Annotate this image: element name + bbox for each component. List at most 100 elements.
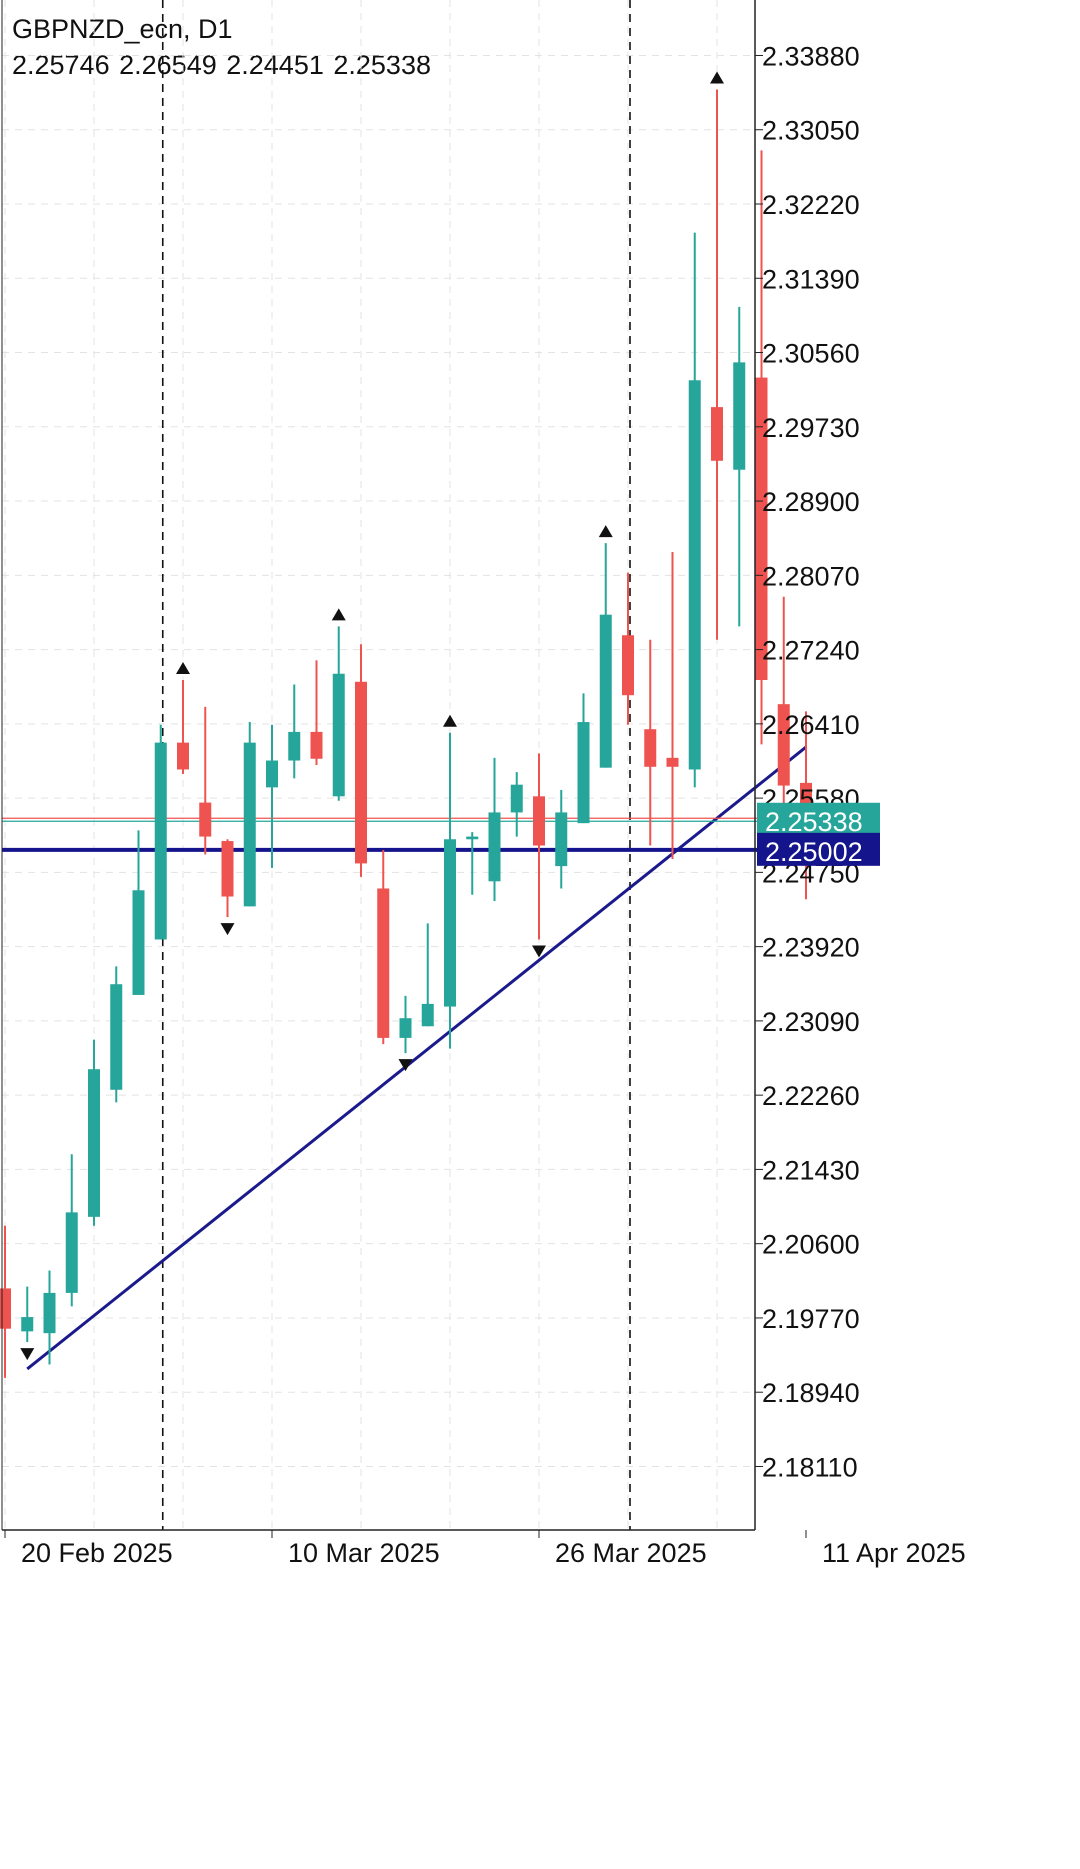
current-price-label: 2.25338: [765, 807, 863, 837]
candle-body: [711, 407, 723, 461]
candle-body: [154, 742, 167, 940]
candle: [711, 89, 723, 640]
fractal-down-icon: [532, 945, 546, 958]
y-tick-label: 2.19770: [762, 1304, 860, 1334]
y-tick-label: 2.18110: [762, 1452, 858, 1482]
candle-body: [510, 784, 523, 813]
y-tick-label: 2.29730: [762, 413, 860, 443]
axes: 2.33880 2.33050 2.32220 2.31390 2.30560 2.297…: [1, 0, 966, 1568]
y-tick-label: 2.28900: [762, 487, 860, 517]
period-separators: [161, 0, 631, 1530]
candle: [110, 966, 123, 1103]
candle: [43, 1270, 56, 1365]
candle-body: [533, 796, 545, 846]
candle: [21, 1286, 34, 1343]
candle: [243, 722, 256, 907]
y-tick-label: 2.32220: [762, 190, 860, 220]
chart-title: GBPNZD_ecn, D1: [12, 14, 233, 44]
y-tick-label: 2.27240: [762, 636, 860, 666]
fractal-up-icon: [331, 608, 346, 621]
candle: [199, 706, 212, 855]
candle-body: [266, 760, 278, 788]
x-tick-label: 10 Mar 2025: [288, 1538, 440, 1568]
candle: [555, 790, 568, 889]
y-tick-label: 2.22260: [762, 1081, 860, 1111]
candle: [733, 306, 746, 627]
candle-body: [199, 802, 212, 837]
candle-body: [444, 839, 456, 1007]
level-price-badge: [757, 832, 880, 866]
candle-body: [332, 673, 345, 797]
fractal-up-icon: [598, 525, 613, 538]
candle: [399, 995, 412, 1054]
candle: [0, 1225, 11, 1378]
candle-body: [355, 681, 367, 864]
candle-body: [221, 841, 234, 897]
candle-body: [622, 635, 634, 696]
y-tick-label: 2.30560: [762, 339, 860, 369]
candle-body: [421, 1003, 434, 1027]
y-tick-label: 2.23090: [762, 1007, 860, 1037]
fractal-down-icon: [220, 923, 235, 936]
candle-body: [177, 742, 189, 770]
candle-body: [555, 812, 568, 867]
candle-body: [755, 377, 768, 680]
candle-body: [599, 614, 612, 768]
candle-body: [43, 1292, 56, 1334]
candle: [577, 693, 590, 824]
candle: [488, 757, 501, 901]
candle: [444, 732, 456, 1049]
candle: [266, 724, 278, 868]
candle-body: [21, 1317, 34, 1332]
candle: [88, 1039, 100, 1226]
candle-body: [577, 722, 590, 824]
candle-body: [110, 984, 123, 1090]
candle: [310, 660, 323, 765]
candle-body: [0, 1288, 11, 1329]
level-price-label: 2.25002: [765, 837, 863, 867]
candle: [688, 232, 701, 788]
candle-body: [488, 812, 501, 882]
trendline-layer[interactable]: [26, 745, 807, 1371]
fractal-up-icon: [176, 662, 190, 674]
candle: [510, 772, 523, 837]
candle-body: [132, 890, 145, 995]
candle-body: [288, 731, 301, 761]
candle-body: [399, 1018, 412, 1038]
x-tick-label: 11 Apr 2025: [822, 1538, 966, 1568]
candle: [177, 680, 189, 774]
trendline: [26, 745, 807, 1371]
candle-body: [243, 742, 256, 907]
candle-body: [377, 888, 390, 1038]
x-tick-label: 26 Mar 2025: [555, 1538, 707, 1568]
fractal-markers: [20, 71, 724, 1361]
candle: [622, 572, 634, 725]
y-tick-label: 2.23920: [762, 933, 860, 963]
candle-body: [666, 757, 679, 767]
candle: [132, 830, 145, 995]
y-tick-label: 2.18940: [762, 1378, 860, 1408]
fractal-down-icon: [20, 1348, 35, 1361]
candle: [777, 596, 790, 828]
candle-body: [777, 704, 790, 786]
candle-body: [466, 836, 479, 840]
candle: [755, 150, 768, 745]
candle-body: [733, 362, 746, 470]
fractal-up-icon: [710, 71, 724, 84]
candle: [221, 839, 234, 918]
candle: [421, 923, 434, 1027]
horizontal-level-layer[interactable]: [2, 817, 880, 852]
candle: [288, 684, 301, 779]
candle: [599, 543, 612, 768]
candles: [0, 89, 812, 1378]
candle: [355, 644, 367, 877]
candle-body: [88, 1069, 100, 1217]
candle-body: [644, 729, 657, 767]
y-tick-label: 2.31390: [762, 264, 860, 294]
candle: [644, 639, 657, 846]
y-tick-label: 2.20600: [762, 1230, 860, 1260]
y-tick-label: 2.26410: [762, 710, 860, 740]
candle: [65, 1154, 78, 1307]
